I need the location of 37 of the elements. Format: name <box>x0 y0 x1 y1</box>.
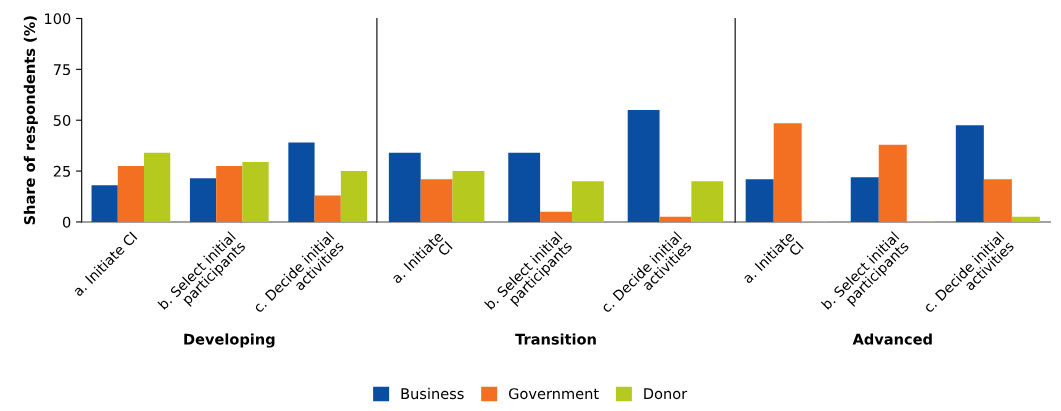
y-tick-label: 75 <box>53 64 71 76</box>
y-tick-label: 25 <box>53 165 71 177</box>
bar <box>1011 216 1040 222</box>
y-axis-title: Share of respondents (%) <box>23 16 38 225</box>
y-tick-label: 50 <box>53 114 71 126</box>
bar <box>216 165 243 222</box>
bar <box>288 142 315 222</box>
bar <box>452 171 485 222</box>
bar <box>189 178 217 222</box>
bar <box>420 179 453 222</box>
legend-label: Business <box>401 387 464 400</box>
bar <box>571 181 604 222</box>
legend-label: Donor <box>644 388 688 400</box>
x-axis-title: Developing <box>184 333 275 348</box>
bar <box>955 125 984 222</box>
bar <box>850 177 879 222</box>
bar <box>340 171 368 222</box>
bar <box>144 152 171 222</box>
y-tick-label: 0 <box>62 216 71 228</box>
bar <box>91 185 118 222</box>
bar <box>314 195 341 222</box>
bar <box>117 165 145 222</box>
bar <box>388 152 421 222</box>
bar <box>983 179 1012 222</box>
x-axis-title: Transition <box>515 333 596 345</box>
bar <box>242 161 269 222</box>
x-axis-title: Advanced <box>852 333 932 345</box>
bar <box>878 144 907 222</box>
bar <box>659 216 692 222</box>
bar <box>508 152 541 222</box>
bar <box>745 179 774 222</box>
bar <box>691 181 724 222</box>
bar <box>627 110 660 222</box>
bar <box>540 211 572 222</box>
bar <box>773 123 802 222</box>
y-tick-label: 100 <box>45 13 71 25</box>
legend-label: Government <box>508 388 599 400</box>
